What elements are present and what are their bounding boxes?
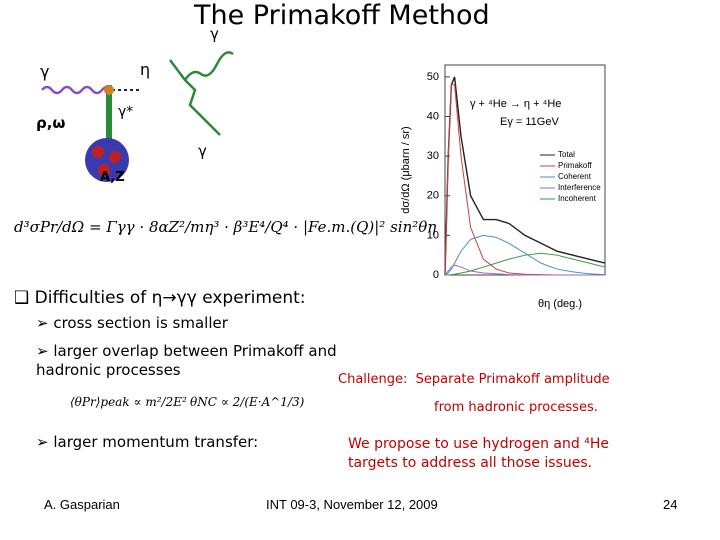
annotation: γ + ⁴He → η + ⁴He: [470, 98, 561, 110]
legend-label: Primakoff: [558, 161, 592, 170]
text: larger overlap between Primakoff and had…: [36, 342, 337, 379]
diagram-label: ρ,ω: [36, 114, 66, 132]
diagram-label: η: [140, 60, 151, 79]
y-tick-label: 40: [427, 110, 439, 122]
line-series: [445, 252, 606, 276]
diagram-label: γ: [210, 25, 219, 43]
bullet-heading: ❑ Difficulties of η→γγ experiment:: [14, 288, 306, 308]
chart: dσ/dΩ (μbarn / sr) θη (deg.) γ + ⁴He → η…: [400, 64, 606, 310]
diagram-label: A,Z: [100, 170, 125, 185]
bullet: ➢ larger momentum transfer:: [36, 433, 259, 451]
diagram-label: γ: [40, 62, 50, 81]
y-tick-label: 50: [427, 71, 439, 83]
title: The Primakoff Method: [194, 0, 490, 31]
nucleon: [92, 146, 104, 158]
challenge: Challenge: Separate Primakoff amplitude: [338, 372, 610, 387]
formula: θNC ∝ 2/(E·A^1/3): [190, 395, 305, 409]
y-axis-label: dσ/dΩ (μbarn / sr): [400, 126, 412, 213]
footer-event: INT 09-3, November 12, 2009: [266, 497, 438, 512]
label: Challenge:: [338, 372, 408, 387]
line-series: [444, 234, 606, 276]
x-axis-label: θη (deg.): [538, 298, 582, 310]
legend-label: Incoherent: [558, 194, 597, 203]
bullet: ➢ larger overlap between Primakoff and h…: [36, 342, 337, 379]
line-series: [444, 76, 606, 276]
legend-label: Coherent: [558, 172, 592, 181]
text: Difficulties of η→γγ experiment:: [34, 288, 306, 308]
bullet: ➢ cross section is smaller: [36, 314, 228, 332]
y-tick-label: 0: [433, 269, 439, 281]
photon-line: [41, 85, 113, 95]
y-tick-label: 10: [427, 229, 439, 241]
text: cross section is smaller: [53, 314, 228, 332]
feynman-diagram: [41, 51, 234, 182]
challenge-text: from hadronic processes.: [434, 400, 598, 415]
diagram-label: γ: [198, 142, 207, 160]
nucleon: [109, 151, 121, 163]
y-tick-label: 30: [427, 150, 439, 162]
photon-line: [169, 59, 221, 136]
footer-author: A. Gasparian: [44, 497, 120, 512]
line-series: [444, 264, 605, 276]
proposal: targets to address all those issues.: [348, 455, 593, 471]
legend-label: Total: [558, 150, 575, 159]
page-number: 24: [663, 497, 678, 512]
formula: ⟨θPr⟩peak ∝ m²/2E²: [70, 395, 187, 409]
diagram-label: γ*: [118, 104, 134, 120]
annotation: Eγ = 11GeV: [500, 116, 559, 128]
formula: d³σPr/dΩ = Γγγ · 8αZ²/mη³ · β³E⁴/Q⁴ · |F…: [14, 218, 437, 236]
meson-exchange: [106, 85, 112, 145]
legend-label: Interference: [558, 183, 601, 192]
photon-line: [183, 51, 234, 81]
proposal: We propose to use hydrogen and ⁴He: [348, 436, 609, 452]
nucleon: [98, 164, 110, 176]
y-tick-label: 20: [427, 190, 439, 202]
text: Separate Primakoff amplitude: [415, 372, 610, 387]
vertex: [104, 85, 114, 95]
text: larger momentum transfer:: [53, 433, 259, 451]
